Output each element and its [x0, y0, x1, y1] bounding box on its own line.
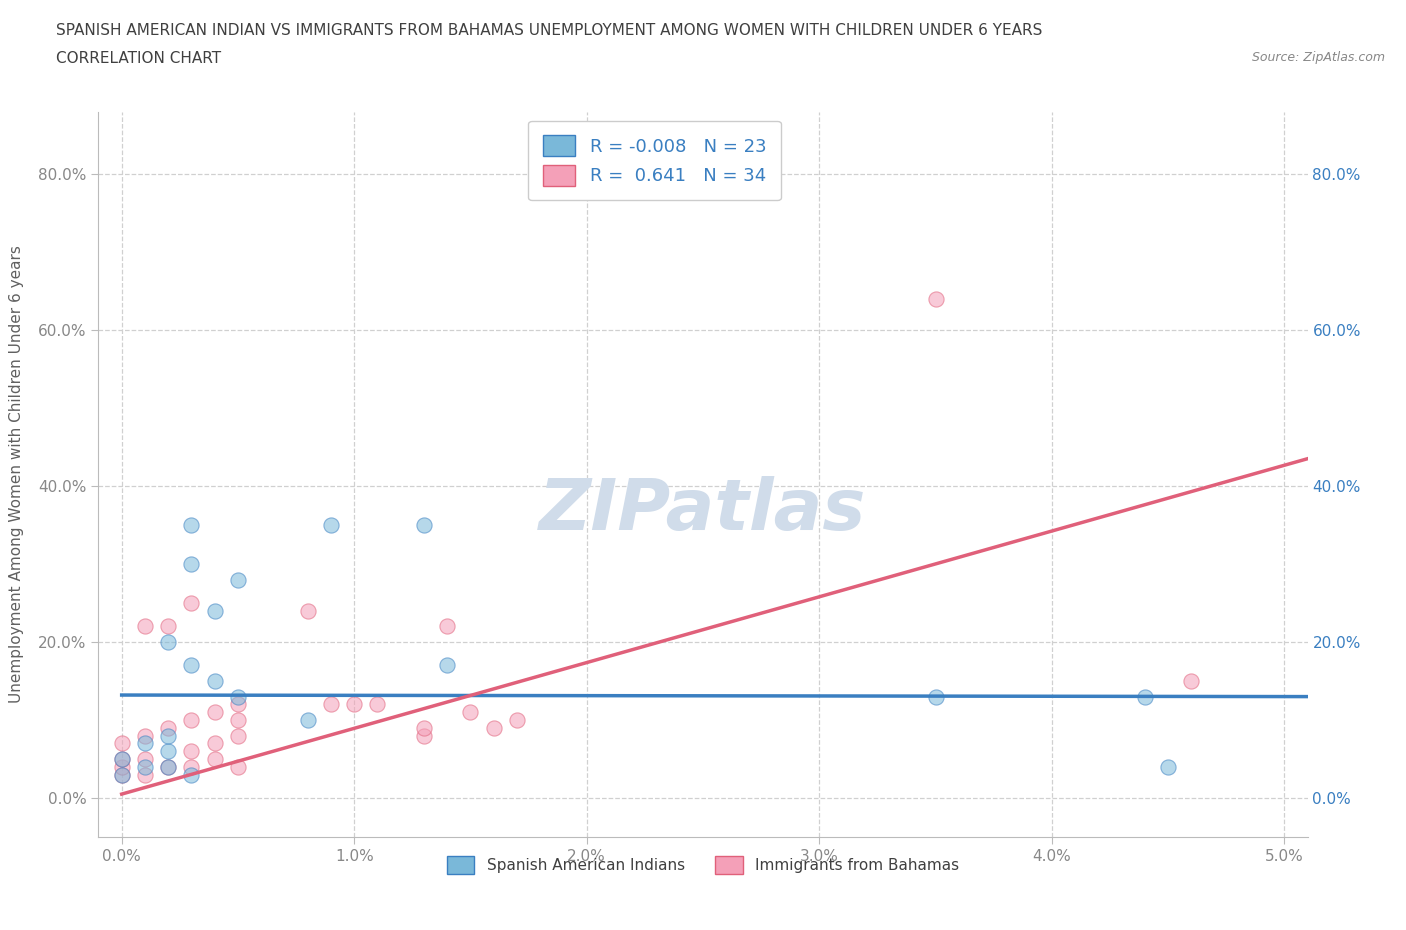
- Point: [226, 689, 249, 704]
- Point: [134, 728, 156, 743]
- Point: [180, 556, 202, 571]
- Point: [226, 697, 249, 711]
- Point: [111, 767, 134, 782]
- Point: [157, 744, 180, 759]
- Text: Source: ZipAtlas.com: Source: ZipAtlas.com: [1251, 51, 1385, 64]
- Point: [319, 697, 342, 711]
- Point: [436, 619, 458, 634]
- Point: [157, 760, 180, 775]
- Point: [180, 760, 202, 775]
- Point: [180, 658, 202, 672]
- Point: [157, 721, 180, 736]
- Point: [297, 712, 319, 727]
- Point: [413, 518, 436, 533]
- Point: [134, 767, 156, 782]
- Point: [413, 728, 436, 743]
- Point: [1157, 760, 1180, 775]
- Point: [111, 751, 134, 766]
- Point: [924, 689, 946, 704]
- Point: [204, 604, 226, 618]
- Point: [460, 705, 482, 720]
- Point: [226, 760, 249, 775]
- Point: [111, 767, 134, 782]
- Point: [111, 760, 134, 775]
- Point: [506, 712, 529, 727]
- Point: [226, 572, 249, 587]
- Point: [157, 619, 180, 634]
- Point: [319, 518, 342, 533]
- Point: [204, 673, 226, 688]
- Point: [436, 658, 458, 672]
- Point: [134, 736, 156, 751]
- Point: [180, 712, 202, 727]
- Point: [297, 604, 319, 618]
- Point: [413, 721, 436, 736]
- Point: [1133, 689, 1156, 704]
- Point: [180, 595, 202, 610]
- Point: [134, 760, 156, 775]
- Point: [924, 291, 946, 306]
- Point: [366, 697, 388, 711]
- Point: [157, 634, 180, 649]
- Text: SPANISH AMERICAN INDIAN VS IMMIGRANTS FROM BAHAMAS UNEMPLOYMENT AMONG WOMEN WITH: SPANISH AMERICAN INDIAN VS IMMIGRANTS FR…: [56, 23, 1043, 38]
- Point: [157, 760, 180, 775]
- Point: [482, 721, 505, 736]
- Y-axis label: Unemployment Among Women with Children Under 6 years: Unemployment Among Women with Children U…: [10, 246, 24, 703]
- Point: [226, 712, 249, 727]
- Point: [111, 736, 134, 751]
- Point: [180, 518, 202, 533]
- Point: [157, 728, 180, 743]
- Legend: Spanish American Indians, Immigrants from Bahamas: Spanish American Indians, Immigrants fro…: [440, 850, 966, 880]
- Point: [180, 767, 202, 782]
- Point: [204, 751, 226, 766]
- Point: [134, 619, 156, 634]
- Point: [343, 697, 366, 711]
- Text: ZIPatlas: ZIPatlas: [540, 476, 866, 545]
- Point: [204, 705, 226, 720]
- Point: [134, 751, 156, 766]
- Point: [226, 728, 249, 743]
- Point: [204, 736, 226, 751]
- Point: [111, 751, 134, 766]
- Text: CORRELATION CHART: CORRELATION CHART: [56, 51, 221, 66]
- Point: [1180, 673, 1202, 688]
- Point: [180, 744, 202, 759]
